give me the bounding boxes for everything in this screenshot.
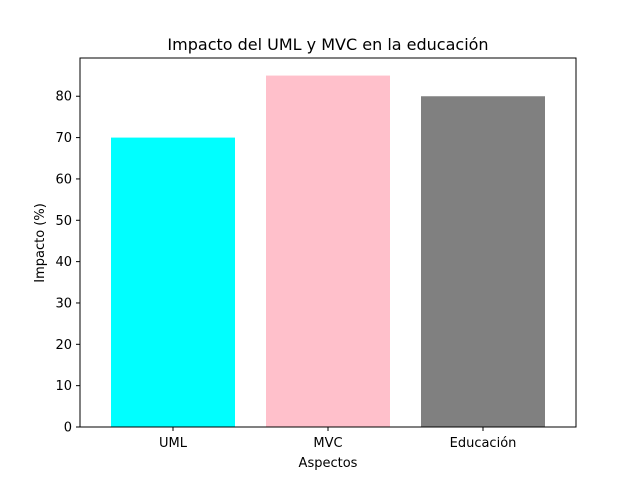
bar-uml: [111, 137, 235, 427]
bars-group: [111, 75, 545, 428]
y-tick-label: 0: [64, 421, 72, 436]
y-tick-label: 50: [55, 214, 72, 229]
bar-mvc: [266, 75, 390, 428]
plot-frame: [79, 57, 577, 428]
x-tick-label: MVC: [313, 436, 342, 451]
y-tick-label: 20: [55, 338, 72, 353]
y-tick-label: 40: [55, 255, 72, 270]
y-tick-label: 10: [55, 379, 72, 394]
x-tick-label: UML: [159, 436, 188, 451]
y-axis-label: Impacto (%): [33, 203, 48, 283]
y-tick-label: 30: [55, 296, 72, 311]
y-ticks-group: 0 10 20 30 40 50 60 70 80: [55, 90, 80, 436]
x-ticks-group: UML MVC Educación: [159, 427, 516, 451]
chart-title: Impacto del UML y MVC en la educación: [167, 35, 488, 54]
y-tick-label: 80: [55, 90, 72, 105]
y-tick-label: 60: [55, 172, 72, 187]
x-axis-label: Aspectos: [299, 456, 358, 471]
y-tick-label: 70: [55, 131, 72, 146]
bar-educación: [421, 96, 545, 427]
x-tick-label: Educación: [450, 436, 517, 451]
